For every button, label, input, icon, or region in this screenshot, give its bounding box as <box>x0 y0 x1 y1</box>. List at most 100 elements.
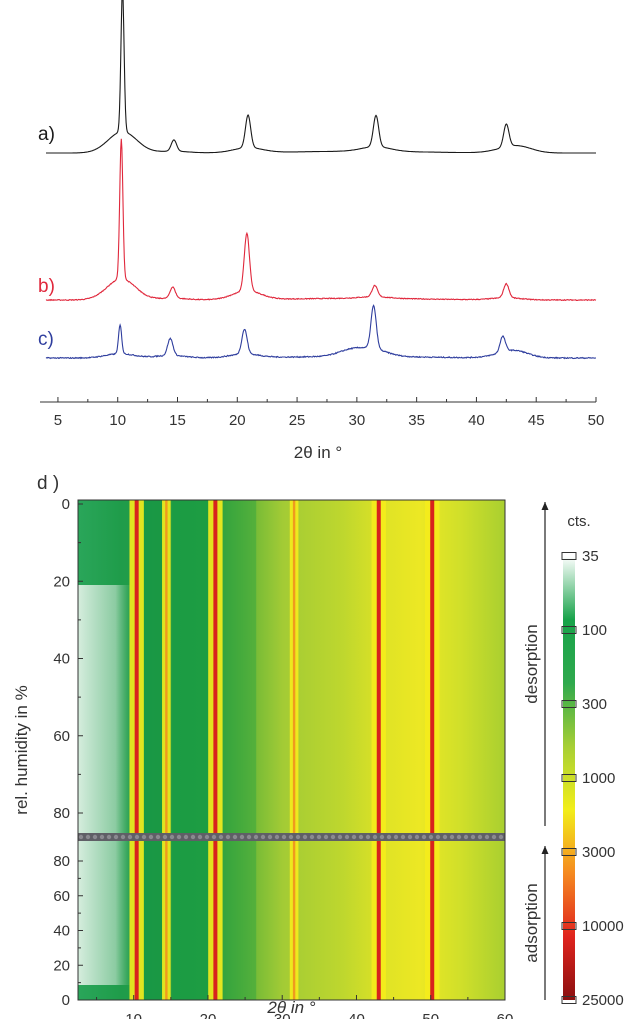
peak-band <box>165 500 168 1000</box>
heatmap-frame <box>77 499 506 1001</box>
separator-dot <box>414 834 420 840</box>
trace-labels: a) b) c) <box>38 124 55 350</box>
xrd-traces <box>45 0 597 360</box>
xrd-trace <box>45 138 597 302</box>
separator-dot <box>365 834 371 840</box>
separator-dot <box>337 834 343 840</box>
y-tick-label: 20 <box>53 573 70 590</box>
separator-dot <box>463 834 469 840</box>
separator-dot <box>127 834 133 840</box>
separator-dot <box>239 834 245 840</box>
separator-dot <box>92 834 98 840</box>
x-tick-label: 30 <box>274 1011 291 1019</box>
y-tick-label: 0 <box>62 496 70 513</box>
section-label: adsorption <box>522 883 541 962</box>
separator-dot <box>176 834 182 840</box>
panel-label-d: d ) <box>37 473 59 494</box>
colorbar-tick-box <box>561 922 577 930</box>
y-axis-ticks: 0 20 40 60 80 80 60 40 20 0 <box>53 496 83 1009</box>
separator-dot <box>435 834 441 840</box>
low-angle-pale-region <box>78 585 132 985</box>
separator-dot <box>372 834 378 840</box>
heatmap-x-axis-ticks: 10 20 30 40 50 60 <box>96 995 514 1019</box>
colorbar-tick-label: 25000 <box>582 992 624 1009</box>
separator-dot <box>379 834 385 840</box>
colorbar-tick-label: 100 <box>582 622 607 639</box>
colorbar-tick-label: 300 <box>582 696 607 713</box>
separator-dot <box>155 834 161 840</box>
separator-dot <box>148 834 154 840</box>
colorbar-tick-label: 10000 <box>582 918 624 935</box>
separator-dot <box>421 834 427 840</box>
separator-dot <box>274 834 280 840</box>
colorbar-tick-box <box>561 774 577 782</box>
separator-dot <box>85 834 91 840</box>
peak-band <box>376 500 381 1000</box>
separator-dot <box>295 834 301 840</box>
green-region <box>222 500 257 1000</box>
separator-dot <box>267 834 273 840</box>
separator-dot <box>400 834 406 840</box>
separator-dot <box>491 834 497 840</box>
y-tick-label: 60 <box>53 728 70 745</box>
x-tick-label: 50 <box>422 1011 439 1019</box>
heatmap-x-axis-title: 2θ in ° <box>266 998 315 1017</box>
separator-dot <box>232 834 238 840</box>
separator-dot <box>288 834 294 840</box>
colorbar-tick-label: 3000 <box>582 844 615 861</box>
peak-band <box>213 500 218 1000</box>
peak-band <box>134 500 139 1000</box>
colorbar-title: cts. <box>567 513 590 530</box>
separator-dot <box>134 834 140 840</box>
separator-dot <box>358 834 364 840</box>
y-tick-label: 80 <box>53 805 70 822</box>
x-tick-label: 40 <box>468 412 485 429</box>
trace-label: b) <box>38 276 55 297</box>
separator-dot <box>162 834 168 840</box>
x-tick-label: 20 <box>229 412 246 429</box>
y-tick-label: 0 <box>62 992 70 1009</box>
separator-dot <box>386 834 392 840</box>
x-tick-label: 45 <box>528 412 545 429</box>
separator-dot <box>225 834 231 840</box>
separator-dot <box>281 834 287 840</box>
separator-dot <box>183 834 189 840</box>
colorbar-tick-label: 35 <box>582 548 599 565</box>
separator-dot <box>246 834 252 840</box>
separator-dot <box>253 834 259 840</box>
y-tick-label: 40 <box>53 651 70 668</box>
separator-dot <box>309 834 315 840</box>
colorbar-tick-box <box>561 552 577 560</box>
x-tick-label: 20 <box>200 1011 217 1019</box>
section-label: desorption <box>522 624 541 703</box>
x-tick-label: 40 <box>348 1011 365 1019</box>
x-axis-ticks: 5 10 15 20 25 30 35 40 45 50 <box>54 397 604 429</box>
y-tick-label: 40 <box>53 923 70 940</box>
y-tick-label: 20 <box>53 957 70 974</box>
separator-dot <box>323 834 329 840</box>
separator-dot <box>99 834 105 840</box>
section-arrow-head <box>541 502 549 510</box>
separator-dot <box>456 834 462 840</box>
separator-dot <box>141 834 147 840</box>
separator-dot <box>477 834 483 840</box>
separator-dot <box>498 834 504 840</box>
separator-dot <box>197 834 203 840</box>
colorbar-tick-box <box>561 700 577 708</box>
x-tick-label: 60 <box>497 1011 514 1019</box>
separator-dot <box>393 834 399 840</box>
colorbar: cts. 35 100 300 1000 3000 10000 25000 <box>561 513 624 1009</box>
xrd-patterns-panel: a) b) c) 5 10 15 20 25 30 35 40 45 50 2θ in ° <box>38 0 604 462</box>
separator-dot <box>330 834 336 840</box>
separator-dot <box>211 834 217 840</box>
y-tick-label: 80 <box>53 853 70 870</box>
green-region <box>172 500 213 1000</box>
trace-label: a) <box>38 124 55 145</box>
separator-dot <box>78 834 84 840</box>
trace-label: c) <box>38 329 54 350</box>
x-tick-label: 30 <box>349 412 366 429</box>
xrd-trace <box>46 0 596 154</box>
plot-border <box>77 499 506 1001</box>
x-tick-label: 35 <box>408 412 425 429</box>
separator-dot <box>470 834 476 840</box>
